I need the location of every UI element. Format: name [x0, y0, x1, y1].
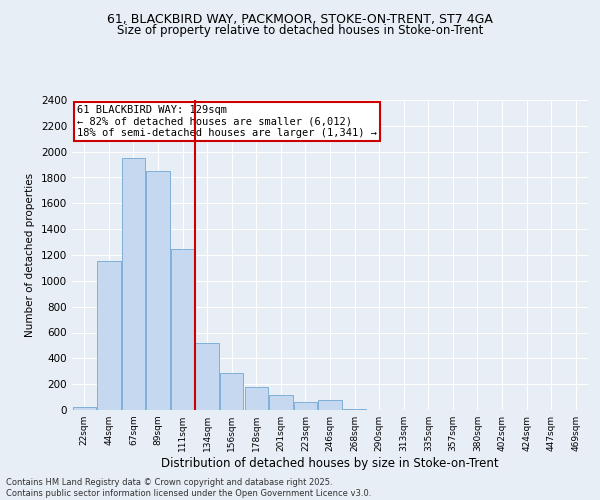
Text: 61, BLACKBIRD WAY, PACKMOOR, STOKE-ON-TRENT, ST7 4GA: 61, BLACKBIRD WAY, PACKMOOR, STOKE-ON-TR… — [107, 12, 493, 26]
Bar — [319, 400, 341, 410]
Bar — [269, 395, 293, 410]
Bar — [245, 388, 268, 410]
Y-axis label: Number of detached properties: Number of detached properties — [25, 173, 35, 337]
Bar — [220, 372, 244, 410]
Bar — [122, 158, 145, 410]
Text: Size of property relative to detached houses in Stoke-on-Trent: Size of property relative to detached ho… — [117, 24, 483, 37]
Text: 61 BLACKBIRD WAY: 129sqm
← 82% of detached houses are smaller (6,012)
18% of sem: 61 BLACKBIRD WAY: 129sqm ← 82% of detach… — [77, 104, 377, 138]
Bar — [146, 171, 170, 410]
Text: Contains HM Land Registry data © Crown copyright and database right 2025.
Contai: Contains HM Land Registry data © Crown c… — [6, 478, 371, 498]
Bar — [97, 262, 121, 410]
X-axis label: Distribution of detached houses by size in Stoke-on-Trent: Distribution of detached houses by size … — [161, 457, 499, 470]
Bar — [294, 402, 317, 410]
Bar — [73, 408, 96, 410]
Bar — [343, 408, 366, 410]
Bar — [196, 343, 219, 410]
Bar — [171, 248, 194, 410]
